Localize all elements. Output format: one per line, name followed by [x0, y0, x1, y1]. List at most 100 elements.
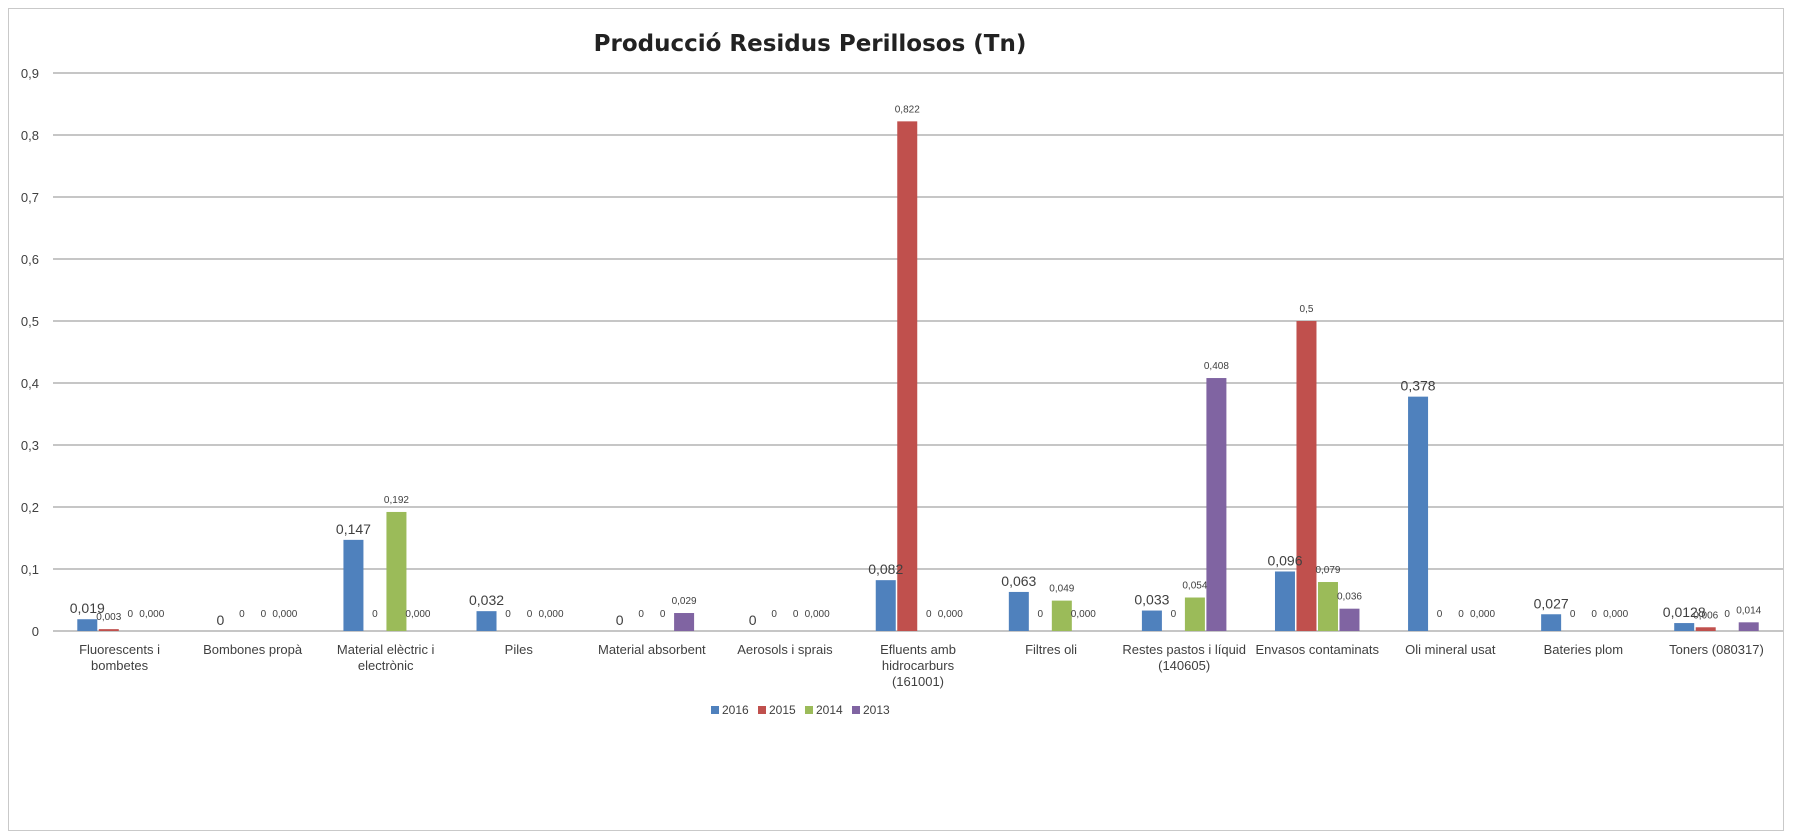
bar-2015	[1296, 321, 1317, 631]
bar-2013	[674, 613, 695, 631]
data-label: 0,054	[1182, 581, 1207, 592]
data-label: 0,000	[139, 609, 164, 620]
data-label: 0	[1570, 609, 1576, 620]
data-label: 0,000	[1071, 609, 1096, 620]
data-label: 0,192	[384, 495, 409, 506]
bar-2016	[1541, 614, 1562, 631]
bar-2015	[897, 121, 918, 632]
x-tick-label: Envasos contaminats	[1255, 642, 1379, 657]
y-tick-label: 0,6	[21, 252, 39, 267]
legend-swatch	[852, 706, 860, 714]
data-label: 0,032	[469, 592, 504, 608]
bar-2016	[1008, 591, 1029, 631]
data-label: 0	[1038, 609, 1044, 620]
bar-2014	[1051, 600, 1072, 631]
legend-swatch	[758, 706, 766, 714]
x-tick-label: Aerosols i sprais	[737, 642, 833, 657]
data-label: 0,036	[1337, 592, 1362, 603]
data-label: 0,000	[1603, 609, 1628, 620]
data-label: 0,049	[1049, 584, 1074, 595]
x-tick-label: Oli mineral usat	[1405, 642, 1496, 657]
data-label: 0	[1458, 609, 1464, 620]
y-tick-label: 0,5	[21, 314, 39, 329]
legend: 2016 2015 2014 2013	[711, 703, 890, 717]
y-tick-label: 0,8	[21, 128, 39, 143]
legend-label: 2013	[863, 703, 890, 717]
data-label: 0,006	[1693, 610, 1718, 621]
gridlines	[53, 72, 1783, 632]
data-label: 0,0128	[1663, 604, 1706, 620]
legend-label: 2016	[722, 703, 749, 717]
data-label: 0	[1437, 609, 1443, 620]
bar-2015	[1695, 627, 1716, 631]
data-label: 0	[216, 612, 224, 628]
data-label: 0	[1171, 609, 1177, 620]
y-tick-label: 0,4	[21, 376, 39, 391]
x-tick-label: Bateries plom	[1544, 642, 1623, 657]
bars	[77, 121, 1759, 632]
data-label: 0	[616, 612, 624, 628]
data-label: 0	[793, 609, 799, 620]
bar-2016	[1674, 623, 1695, 631]
data-label: 0,5	[1300, 304, 1314, 315]
y-tick-label: 0,3	[21, 438, 39, 453]
y-axis: 0 0,1 0,2 0,3 0,4 0,5 0,6 0,7 0,8 0,9	[21, 66, 39, 639]
data-label: 0,000	[938, 609, 963, 620]
data-label: 0	[926, 609, 932, 620]
data-label: 0	[638, 609, 644, 620]
data-label: 0,029	[672, 596, 697, 607]
data-label: 0,063	[1001, 573, 1036, 589]
data-label: 0	[239, 609, 245, 620]
data-label: 0	[771, 609, 777, 620]
bar-2016	[875, 580, 896, 631]
data-label: 0,027	[1534, 595, 1569, 611]
data-label: 0,822	[895, 104, 920, 115]
data-label: 0	[1724, 609, 1730, 620]
y-tick-label: 0,1	[21, 562, 39, 577]
data-label: 0,000	[405, 609, 430, 620]
bar-2013	[1738, 622, 1759, 631]
bar-chart: Producció Residus Perillosos (Tn) 0 0,1 0,…	[21, 31, 1783, 717]
x-tick-label: Material absorbent	[598, 642, 706, 657]
data-label: 0	[261, 609, 267, 620]
data-label: 0,000	[272, 609, 297, 620]
data-label: 0,147	[336, 521, 371, 537]
data-label: 0,019	[70, 600, 105, 616]
bar-2014	[1184, 597, 1205, 631]
legend-swatch	[805, 706, 813, 714]
x-tick-label: Restes pastos i líquid (140605)	[1122, 642, 1246, 673]
y-tick-label: 0	[32, 624, 39, 639]
bar-2016	[343, 539, 364, 631]
data-label: 0,000	[539, 609, 564, 620]
chart-frame: Producció Residus Perillosos (Tn) 0 0,1 0,…	[8, 8, 1784, 831]
data-label: 0,033	[1134, 592, 1169, 608]
data-label: 0	[128, 609, 134, 620]
x-tick-label: Filtres oli	[1025, 642, 1077, 657]
y-tick-label: 0,9	[21, 66, 39, 81]
bar-2016	[1274, 571, 1295, 631]
x-tick-label: Piles	[505, 642, 534, 657]
data-label: 0	[527, 609, 533, 620]
bar-2016	[476, 611, 497, 631]
data-label: 0,408	[1204, 361, 1229, 372]
data-label: 0,000	[1470, 609, 1495, 620]
bar-2016	[1408, 396, 1429, 631]
data-label: 0	[660, 609, 666, 620]
data-label: 0,000	[805, 609, 830, 620]
data-label: 0	[505, 609, 511, 620]
bar-2016	[77, 619, 98, 631]
bar-2014	[386, 511, 407, 631]
data-label: 0,082	[868, 561, 903, 577]
bar-2013	[1206, 378, 1227, 631]
x-tick-label: Bombones propà	[203, 642, 303, 657]
data-label: 0,079	[1315, 565, 1340, 576]
bar-2015	[98, 629, 119, 631]
y-tick-label: 0,7	[21, 190, 39, 205]
data-label: 0,014	[1736, 605, 1761, 616]
x-tick-label: Efluents amb hidrocarburs (161001)	[880, 642, 956, 689]
legend-swatch	[711, 706, 719, 714]
legend-label: 2014	[816, 703, 843, 717]
data-label: 0	[1591, 609, 1597, 620]
y-tick-label: 0,2	[21, 500, 39, 515]
